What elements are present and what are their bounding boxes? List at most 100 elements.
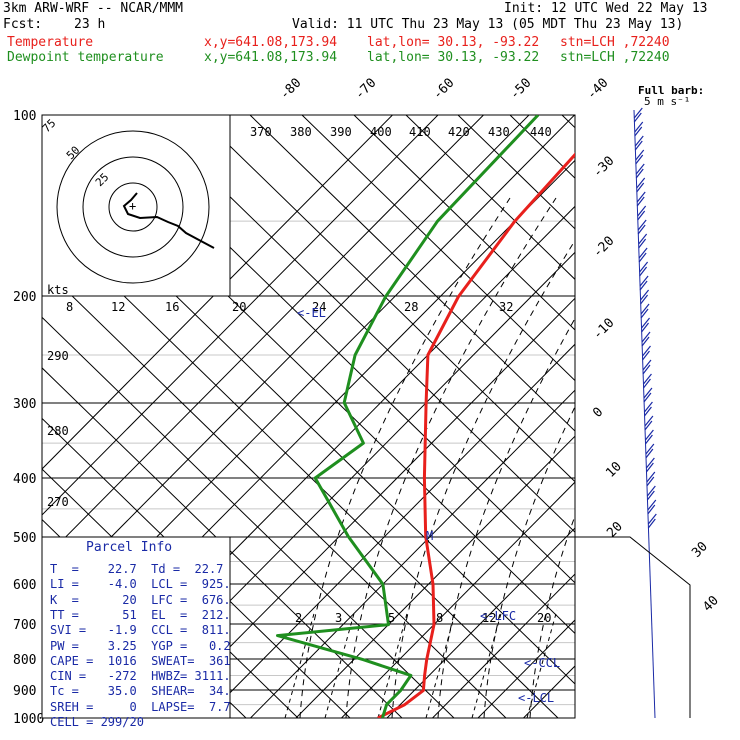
dry-adiabat xyxy=(353,115,575,331)
mixing-ratio-line xyxy=(526,609,558,718)
annotation-m: M xyxy=(426,529,433,543)
wind-barb xyxy=(645,457,655,473)
theta-label-370: 370 xyxy=(250,125,272,139)
full-barb-units: 5 m s⁻¹ xyxy=(644,95,690,108)
parcel-info-row: CAPE = 1016 SWEAT= 361 xyxy=(50,653,231,668)
dry-adiabat xyxy=(42,266,507,718)
isotherm xyxy=(204,343,575,718)
wind-barb xyxy=(639,275,649,291)
isotherm xyxy=(42,115,530,608)
dry-adiabat xyxy=(561,115,575,129)
temperature-stn: stn=LCH ,72240 xyxy=(560,35,670,50)
wind-barb xyxy=(642,345,651,361)
mixing-ratio-line xyxy=(471,609,503,718)
parcel-info-row: TT = 51 EL = 212. xyxy=(50,607,231,622)
isotherm-label-10: 10 xyxy=(603,459,625,481)
isotherm xyxy=(42,115,484,562)
isotherm xyxy=(42,115,439,516)
full-barb-label: Full barb: xyxy=(638,84,704,97)
wind-barb xyxy=(642,373,652,389)
parcel-info-row: K = 20 LFC = 676. xyxy=(50,592,231,607)
theta-label-280: 280 xyxy=(47,424,69,438)
dry-adiabat xyxy=(509,115,575,179)
hodo-ring-25 xyxy=(108,182,158,232)
isotherm xyxy=(159,297,575,718)
moist-adiabat xyxy=(437,317,575,718)
annotation-lfc: <-LFC xyxy=(480,609,516,623)
isotherm-label-30: 30 xyxy=(689,539,711,561)
mixing-ratio-label-2: 2 xyxy=(295,611,302,625)
pressure-label-1000: 1000 xyxy=(13,712,44,727)
isotherm-label--70: -70 xyxy=(352,76,379,103)
theta-label-290: 290 xyxy=(47,349,69,363)
dewpoint-latlon: lat,lon= 30.13, -93.22 xyxy=(367,50,540,65)
pressure-label-200: 200 xyxy=(13,290,36,305)
isotherm xyxy=(295,435,575,718)
parcel-info-row: CELL = 299/20 xyxy=(50,715,144,729)
parcel-info-row: T = 22.7 Td = 22.7 xyxy=(50,562,224,576)
wind-barb xyxy=(640,303,650,319)
parcel-info-title: Parcel Info xyxy=(86,540,173,555)
pressure-label-600: 600 xyxy=(13,578,36,593)
mixing-ratio-line xyxy=(324,609,356,718)
isotherm-label-0: 0 xyxy=(590,405,606,421)
fcst-value: 23 h xyxy=(74,17,106,32)
temperature-xy: x,y=641.08,173.94 xyxy=(204,35,338,50)
wind-barb xyxy=(644,415,654,431)
parcel-info-row: CIN = -272 HWBZ= 3111. xyxy=(50,669,231,684)
moist-adiabat xyxy=(345,197,557,718)
series-temperature xyxy=(377,152,575,718)
wind-barb xyxy=(636,177,646,193)
annotation-ccl: <-CCL xyxy=(524,656,560,670)
moist-adiabat xyxy=(529,514,575,718)
wind-barb xyxy=(640,289,650,305)
hodo-speed-label-8: 8 xyxy=(66,300,73,314)
pressure-label-300: 300 xyxy=(13,397,36,412)
wind-barb xyxy=(635,163,645,179)
hodo-ring-50 xyxy=(82,156,184,258)
wind-barb xyxy=(645,443,655,459)
wind-barb xyxy=(634,121,644,137)
lower-frame-extension xyxy=(575,536,691,718)
temperature-latlon: lat,lon= 30.13, -93.22 xyxy=(367,35,540,50)
isotherm-label--40: -40 xyxy=(584,76,611,103)
pressure-label-500: 500 xyxy=(13,531,36,546)
pressure-label-100: 100 xyxy=(13,109,36,124)
mixing-ratio-label-20: 20 xyxy=(537,611,551,625)
wind-barb xyxy=(634,135,644,151)
hodo-speed-label-24: 24 xyxy=(312,300,326,314)
isotherm-label--10: -10 xyxy=(590,316,617,343)
isotherm xyxy=(42,115,393,470)
moist-adiabat xyxy=(483,405,575,718)
wind-barb xyxy=(647,513,657,529)
fcst-label: Fcst: xyxy=(3,17,43,32)
dry-adiabat xyxy=(145,115,575,533)
valid-time: Valid: 11 UTC Thu 23 May 13 (05 MDT Thu … xyxy=(292,17,684,32)
wind-barb xyxy=(641,317,650,333)
pressure-label-700: 700 xyxy=(13,618,36,633)
hodo-center-mark: + xyxy=(129,199,136,213)
isotherm-label-20: 20 xyxy=(604,519,626,541)
parcel-info-row: PW = 3.25 YGP = 0.2 xyxy=(50,638,231,653)
wind-barb xyxy=(637,205,647,221)
dry-adiabat xyxy=(457,115,575,230)
theta-label-420: 420 xyxy=(448,125,470,139)
hodo-speed-label-28: 28 xyxy=(404,300,418,314)
hodo-speed-label-16: 16 xyxy=(165,300,179,314)
isotherm xyxy=(432,573,575,718)
isotherm xyxy=(341,481,575,718)
wind-barb-staff xyxy=(633,109,656,719)
isotherm xyxy=(250,389,575,718)
mixing-ratio-label-8: 8 xyxy=(436,611,443,625)
dry-adiabat xyxy=(718,115,740,718)
isotherm-label-40: 40 xyxy=(700,593,722,615)
theta-label-270: 270 xyxy=(47,495,69,509)
dry-adiabat xyxy=(614,115,740,718)
hodograph-box xyxy=(41,114,231,297)
wind-barb xyxy=(646,485,656,501)
theta-label-390: 390 xyxy=(330,125,352,139)
hodo-speed-label-12: 12 xyxy=(111,300,125,314)
wind-barb xyxy=(633,107,643,123)
pressure-label-900: 900 xyxy=(13,684,36,699)
isotherm-label--30: -30 xyxy=(590,154,617,181)
